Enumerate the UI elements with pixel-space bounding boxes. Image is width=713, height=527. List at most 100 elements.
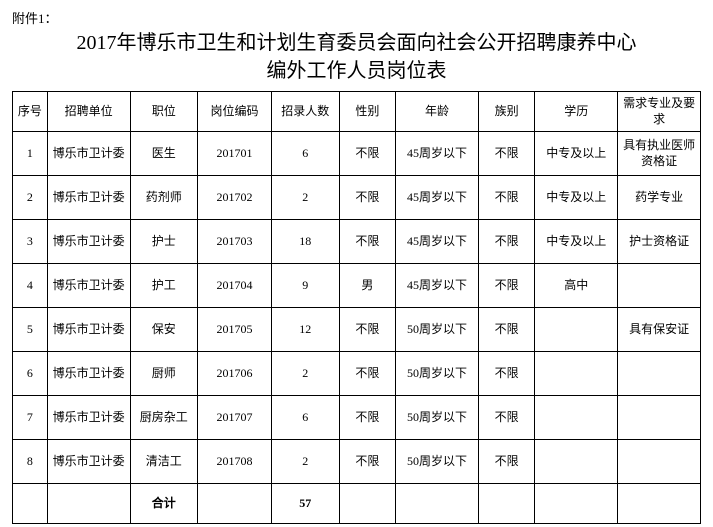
cell-position: 护士	[130, 220, 197, 264]
header-education: 学历	[535, 92, 618, 132]
cell-position: 清洁工	[130, 440, 197, 484]
cell-education	[535, 440, 618, 484]
cell-count: 6	[272, 132, 339, 176]
header-position: 职位	[130, 92, 197, 132]
cell-seq: 1	[13, 132, 48, 176]
cell-code: 201707	[198, 396, 272, 440]
cell-age: 45周岁以下	[396, 176, 479, 220]
table-row: 7博乐市卫计委厨房杂工2017076不限50周岁以下不限	[13, 396, 701, 440]
header-unit: 招聘单位	[47, 92, 130, 132]
cell-gender: 男	[339, 264, 396, 308]
cell-ethnic: 不限	[478, 352, 535, 396]
cell-seq: 7	[13, 396, 48, 440]
cell-ethnic: 不限	[478, 396, 535, 440]
total-label: 合计	[130, 484, 197, 524]
total-cell	[535, 484, 618, 524]
cell-code: 201703	[198, 220, 272, 264]
cell-age: 50周岁以下	[396, 308, 479, 352]
total-cell	[339, 484, 396, 524]
cell-education: 中专及以上	[535, 132, 618, 176]
total-cell	[13, 484, 48, 524]
cell-education	[535, 352, 618, 396]
total-cell	[396, 484, 479, 524]
table-row: 4博乐市卫计委护工2017049男45周岁以下不限高中	[13, 264, 701, 308]
header-ethnic: 族别	[478, 92, 535, 132]
cell-code: 201701	[198, 132, 272, 176]
cell-code: 201708	[198, 440, 272, 484]
cell-seq: 3	[13, 220, 48, 264]
table-row: 2博乐市卫计委药剂师2017022不限45周岁以下不限中专及以上药学专业	[13, 176, 701, 220]
cell-requirement	[618, 264, 701, 308]
total-cell	[47, 484, 130, 524]
cell-education: 中专及以上	[535, 220, 618, 264]
cell-code: 201705	[198, 308, 272, 352]
total-count: 57	[272, 484, 339, 524]
cell-ethnic: 不限	[478, 440, 535, 484]
cell-education	[535, 308, 618, 352]
positions-table: 序号 招聘单位 职位 岗位编码 招录人数 性别 年龄 族别 学历 需求专业及要求…	[12, 91, 701, 524]
cell-unit: 博乐市卫计委	[47, 220, 130, 264]
table-row: 8博乐市卫计委清洁工2017082不限50周岁以下不限	[13, 440, 701, 484]
cell-age: 45周岁以下	[396, 264, 479, 308]
total-cell	[198, 484, 272, 524]
cell-count: 2	[272, 440, 339, 484]
title-line1: 2017年博乐市卫生和计划生育委员会面向社会公开招聘康养中心	[12, 29, 701, 57]
cell-code: 201702	[198, 176, 272, 220]
cell-position: 医生	[130, 132, 197, 176]
cell-unit: 博乐市卫计委	[47, 176, 130, 220]
cell-gender: 不限	[339, 220, 396, 264]
cell-ethnic: 不限	[478, 264, 535, 308]
cell-unit: 博乐市卫计委	[47, 132, 130, 176]
cell-position: 厨师	[130, 352, 197, 396]
cell-requirement: 具有执业医师资格证	[618, 132, 701, 176]
cell-gender: 不限	[339, 308, 396, 352]
cell-gender: 不限	[339, 352, 396, 396]
cell-age: 45周岁以下	[396, 220, 479, 264]
cell-count: 6	[272, 396, 339, 440]
cell-ethnic: 不限	[478, 220, 535, 264]
cell-seq: 2	[13, 176, 48, 220]
total-cell	[618, 484, 701, 524]
table-row: 6博乐市卫计委厨师2017062不限50周岁以下不限	[13, 352, 701, 396]
total-row: 合计 57	[13, 484, 701, 524]
cell-gender: 不限	[339, 440, 396, 484]
cell-unit: 博乐市卫计委	[47, 352, 130, 396]
cell-gender: 不限	[339, 132, 396, 176]
header-gender: 性别	[339, 92, 396, 132]
cell-education: 高中	[535, 264, 618, 308]
cell-seq: 4	[13, 264, 48, 308]
cell-age: 50周岁以下	[396, 396, 479, 440]
header-code: 岗位编码	[198, 92, 272, 132]
cell-education	[535, 396, 618, 440]
total-cell	[478, 484, 535, 524]
document-title: 2017年博乐市卫生和计划生育委员会面向社会公开招聘康养中心 编外工作人员岗位表	[12, 29, 701, 85]
cell-position: 护工	[130, 264, 197, 308]
cell-count: 2	[272, 352, 339, 396]
cell-unit: 博乐市卫计委	[47, 264, 130, 308]
cell-requirement	[618, 396, 701, 440]
cell-education: 中专及以上	[535, 176, 618, 220]
cell-count: 18	[272, 220, 339, 264]
cell-ethnic: 不限	[478, 132, 535, 176]
cell-seq: 6	[13, 352, 48, 396]
cell-age: 45周岁以下	[396, 132, 479, 176]
attachment-label: 附件1：	[12, 8, 701, 27]
cell-ethnic: 不限	[478, 176, 535, 220]
header-seq: 序号	[13, 92, 48, 132]
cell-count: 9	[272, 264, 339, 308]
table-row: 1博乐市卫计委医生2017016不限45周岁以下不限中专及以上具有执业医师资格证	[13, 132, 701, 176]
cell-count: 2	[272, 176, 339, 220]
header-age: 年龄	[396, 92, 479, 132]
cell-seq: 5	[13, 308, 48, 352]
cell-count: 12	[272, 308, 339, 352]
cell-gender: 不限	[339, 176, 396, 220]
cell-unit: 博乐市卫计委	[47, 308, 130, 352]
cell-requirement	[618, 352, 701, 396]
table-header-row: 序号 招聘单位 职位 岗位编码 招录人数 性别 年龄 族别 学历 需求专业及要求	[13, 92, 701, 132]
cell-code: 201704	[198, 264, 272, 308]
header-requirement: 需求专业及要求	[618, 92, 701, 132]
cell-unit: 博乐市卫计委	[47, 440, 130, 484]
cell-seq: 8	[13, 440, 48, 484]
cell-gender: 不限	[339, 396, 396, 440]
cell-age: 50周岁以下	[396, 440, 479, 484]
